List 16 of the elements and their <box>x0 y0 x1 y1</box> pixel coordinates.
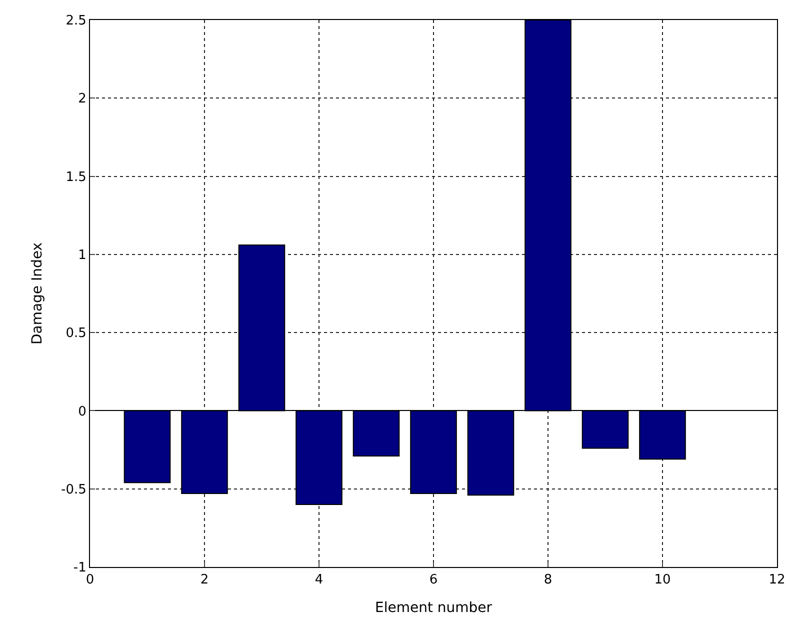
x-tick-label: 4 <box>314 572 324 588</box>
x-axis-title: Element number <box>374 600 492 616</box>
y-tick-label: 1 <box>78 248 86 263</box>
x-tick-label: 8 <box>544 572 552 588</box>
x-tick-label: 10 <box>654 572 671 588</box>
x-tick-label: 12 <box>768 572 786 588</box>
y-tick-label: 2.5 <box>66 14 86 29</box>
y-tick-label: 0.5 <box>66 326 86 342</box>
y-tick-label: -0.5 <box>61 482 86 498</box>
x-tick-label: 6 <box>429 572 438 588</box>
y-tick-label: 0 <box>78 404 86 420</box>
y-tick-label: -1 <box>73 560 86 576</box>
x-tick-label: 2 <box>200 572 209 588</box>
y-tick-label: 1.5 <box>66 170 86 185</box>
y-axis-title: Damage Index <box>30 242 46 345</box>
y-tick-label: 2 <box>78 92 86 107</box>
